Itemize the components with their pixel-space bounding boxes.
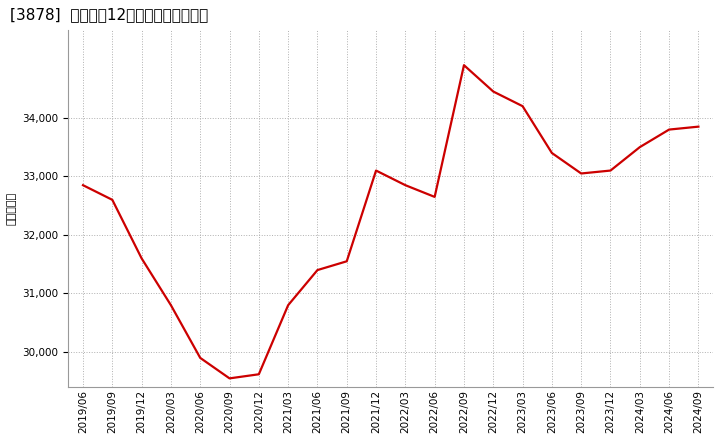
Y-axis label: （百万円）: （百万円） [7,192,17,225]
Text: [3878]  売上高の12か月移動合計の推移: [3878] 売上高の12か月移動合計の推移 [10,7,209,22]
